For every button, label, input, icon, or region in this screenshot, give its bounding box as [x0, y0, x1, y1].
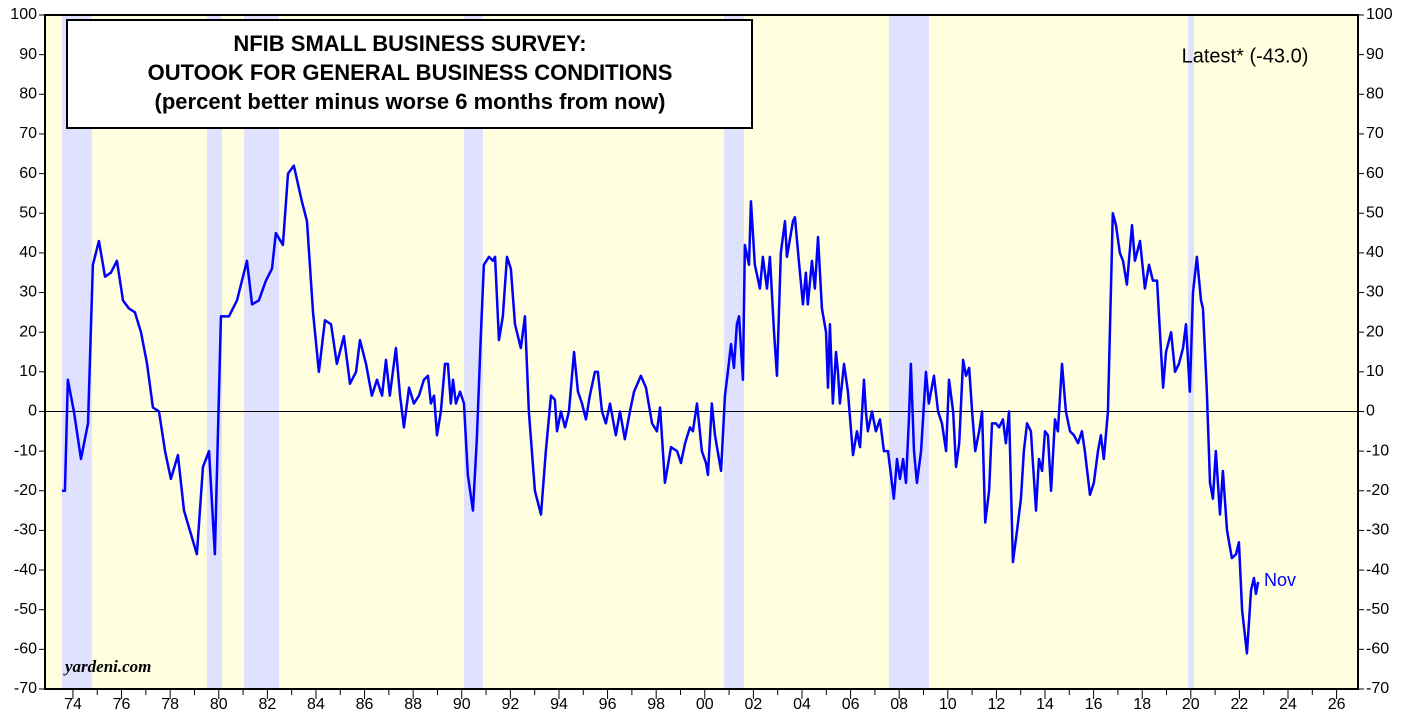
y-tick-label: 70 — [19, 125, 37, 142]
y-tick-label: 60 — [19, 165, 37, 182]
y2-tick-label: -60 — [1366, 641, 1389, 658]
y2-tick-label: 80 — [1366, 86, 1384, 103]
y2-tick-label: -30 — [1366, 522, 1389, 539]
data-line — [62, 164, 1260, 655]
y2-tick-label: -40 — [1366, 561, 1389, 578]
x-tick-label: 26 — [1328, 696, 1346, 713]
x-tick-label: 96 — [599, 696, 617, 713]
x-tick-label: 10 — [939, 696, 957, 713]
source: yardeni.com — [63, 657, 151, 676]
y-tick-label: 30 — [19, 284, 37, 301]
plot-frame — [44, 14, 1359, 690]
y2-tick-label: -50 — [1366, 601, 1389, 618]
y-tick-label: -40 — [14, 561, 37, 578]
last-label: Nov — [1264, 570, 1296, 590]
y2-tick-label: 60 — [1366, 165, 1384, 182]
y-tick-label: -60 — [14, 641, 37, 658]
chart-title: NFIB SMALL BUSINESS SURVEY: — [233, 31, 586, 56]
y-tick-label: 20 — [19, 323, 37, 340]
y-tick-label: 80 — [19, 86, 37, 103]
y2-tick-label: 30 — [1366, 284, 1384, 301]
x-tick-label: 12 — [987, 696, 1005, 713]
y-tick-label: 90 — [19, 46, 37, 63]
y2-tick-label: 100 — [1366, 6, 1393, 23]
y-tick-label: 100 — [10, 6, 37, 23]
x-tick-label: 74 — [64, 696, 82, 713]
x-tick-label: 76 — [113, 696, 131, 713]
title-box — [66, 19, 753, 129]
x-tick-label: 00 — [696, 696, 714, 713]
y2-tick-label: -10 — [1366, 442, 1389, 459]
x-tick-label: 88 — [404, 696, 422, 713]
recession-band — [463, 15, 483, 689]
x-tick-label: 20 — [1182, 696, 1200, 713]
y-tick-label: 50 — [19, 204, 37, 221]
y-tick-label: 40 — [19, 244, 37, 261]
x-tick-label: 14 — [1036, 696, 1054, 713]
recession-band — [888, 15, 929, 689]
x-tick-label: 80 — [210, 696, 228, 713]
chart-title: OUTOOK FOR GENERAL BUSINESS CONDITIONS — [148, 60, 673, 85]
y-tick-label: 10 — [19, 363, 37, 380]
y-tick-label: -20 — [14, 482, 37, 499]
x-tick-label: 86 — [356, 696, 374, 713]
x-tick-label: 94 — [550, 696, 568, 713]
x-tick-label: 16 — [1085, 696, 1103, 713]
y-tick-label: -50 — [14, 601, 37, 618]
latest-annotation: Latest* (-43.0) — [1182, 45, 1309, 67]
x-tick-label: 78 — [161, 696, 179, 713]
x-tick-label: 02 — [744, 696, 762, 713]
y2-tick-label: 70 — [1366, 125, 1384, 142]
y-tick-label: -30 — [14, 522, 37, 539]
chart-subtitle: (percent better minus worse 6 months fro… — [155, 89, 666, 114]
x-tick-label: 24 — [1279, 696, 1297, 713]
x-tick-label: 06 — [842, 696, 860, 713]
x-tick-label: 84 — [307, 696, 325, 713]
y2-tick-label: 90 — [1366, 46, 1384, 63]
y2-tick-label: 20 — [1366, 323, 1384, 340]
y2-tick-label: -20 — [1366, 482, 1389, 499]
x-tick-label: 90 — [453, 696, 471, 713]
marks: -70 -60 -50 -40 -30 -20 -10 0 10 20 30 40 50 60 70 80 90… — [10, 6, 1393, 713]
x-tick-label: 98 — [647, 696, 665, 713]
y2-tick-label: -70 — [1366, 680, 1389, 697]
y2-tick-label: 10 — [1366, 363, 1384, 380]
x-tick-label: 82 — [258, 696, 276, 713]
y2-tick-label: 0 — [1366, 403, 1375, 420]
x-tick-label: 92 — [501, 696, 519, 713]
x-tick-label: 22 — [1231, 696, 1249, 713]
y-tick-label: 0 — [28, 403, 37, 420]
y-tick-label: -70 — [14, 680, 37, 697]
x-tick-label: 18 — [1133, 696, 1151, 713]
y2-tick-label: 40 — [1366, 244, 1384, 261]
x-tick-label: 08 — [890, 696, 908, 713]
y-tick-label: -10 — [14, 442, 37, 459]
recession-band — [206, 15, 222, 689]
y2-tick-label: 50 — [1366, 204, 1384, 221]
x-tick-label: 04 — [793, 696, 811, 713]
